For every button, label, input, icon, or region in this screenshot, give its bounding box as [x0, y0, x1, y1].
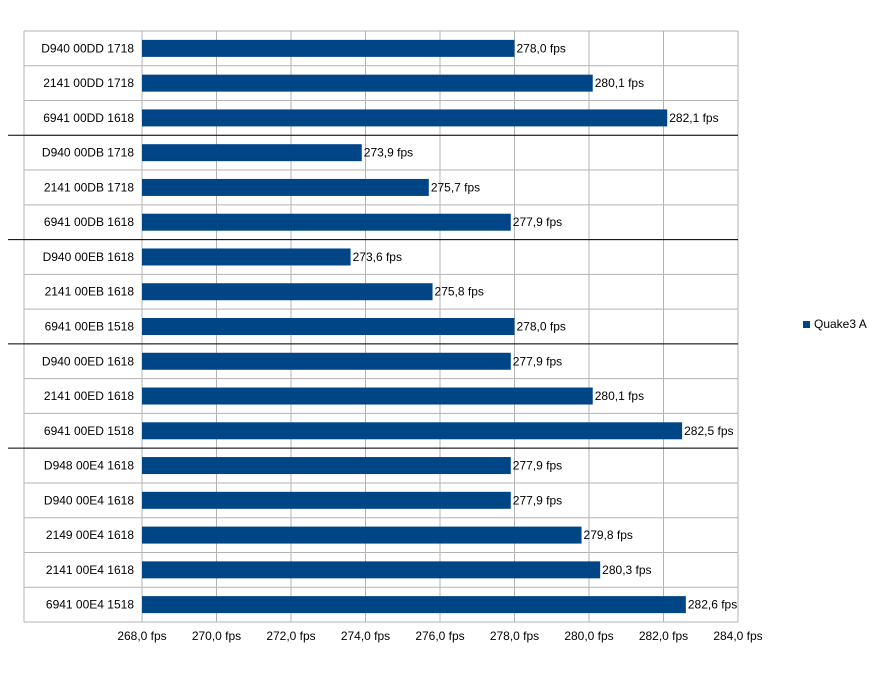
- value-label-9: 277,9 fps: [513, 354, 562, 368]
- value-label-12: 277,9 fps: [513, 459, 562, 473]
- value-label-15: 280,3 fps: [602, 563, 651, 577]
- bar-5: [142, 213, 511, 231]
- category-label-11: 6941 00ED 1518: [44, 424, 134, 438]
- category-label-15: 2141 00E4 1618: [46, 563, 134, 577]
- x-tick-label-3: 274,0 fps: [341, 629, 390, 643]
- legend-swatch: [803, 320, 810, 328]
- bar-0: [142, 39, 515, 57]
- category-label-2: 6941 00DD 1618: [43, 111, 134, 125]
- x-tick-label-5: 278,0 fps: [490, 629, 539, 643]
- bar-14: [142, 526, 582, 544]
- category-label-16: 6941 00E4 1518: [46, 598, 134, 612]
- value-label-13: 277,9 fps: [513, 493, 562, 507]
- legend: Quake3 A: [803, 317, 867, 331]
- x-axis-ticks: 268,0 fps 270,0 fps 272,0 fps 274,0 fps 276,…: [117, 629, 762, 643]
- value-label-11: 282,5 fps: [684, 424, 733, 438]
- x-tick-label-7: 282,0 fps: [639, 629, 688, 643]
- bar-11: [142, 422, 683, 440]
- bar-8: [142, 318, 515, 335]
- category-label-12: D948 00E4 1618: [44, 459, 134, 473]
- category-label-1: 2141 00DD 1718: [43, 76, 134, 90]
- value-label-4: 275,7 fps: [431, 180, 480, 194]
- value-label-7: 275,8 fps: [435, 285, 484, 299]
- bar-7: [142, 283, 433, 301]
- category-label-3: D940 00DB 1718: [42, 146, 134, 160]
- bar-15: [142, 561, 601, 579]
- value-label-3: 273,9 fps: [364, 146, 413, 160]
- category-label-9: D940 00ED 1618: [42, 354, 134, 368]
- x-tick-label-2: 272,0 fps: [266, 629, 315, 643]
- bar-9: [142, 352, 511, 370]
- category-label-7: 2141 00EB 1618: [45, 285, 135, 299]
- category-label-8: 6941 00EB 1518: [45, 320, 135, 334]
- category-label-13: D940 00E4 1618: [44, 493, 134, 507]
- bars: [142, 39, 686, 614]
- category-label-4: 2141 00DB 1718: [44, 180, 134, 194]
- value-label-10: 280,1 fps: [595, 389, 644, 403]
- value-label-6: 273,6 fps: [353, 250, 402, 264]
- value-label-2: 282,1 fps: [669, 111, 718, 125]
- group-separators: [8, 134, 738, 449]
- x-tick-label-4: 276,0 fps: [415, 629, 464, 643]
- category-label-6: D940 00EB 1618: [43, 250, 135, 264]
- bar-2: [142, 109, 668, 127]
- value-labels: 278,0 fps 280,1 fps 282,1 fps 273,9 fps 275,…: [353, 41, 738, 611]
- bar-13: [142, 491, 511, 509]
- legend-label: Quake3 A: [814, 317, 867, 331]
- value-label-8: 278,0 fps: [517, 320, 566, 334]
- x-tick-label-1: 270,0 fps: [192, 629, 241, 643]
- bar-3: [142, 144, 362, 162]
- bar-1: [142, 74, 593, 92]
- x-tick-label-8: 284,0 fps: [713, 629, 762, 643]
- category-label-5: 6941 00DB 1618: [44, 215, 134, 229]
- x-tick-label-0: 268,0 fps: [117, 629, 166, 643]
- bar-16: [142, 596, 686, 614]
- value-label-16: 282,6 fps: [688, 598, 737, 612]
- bar-10: [142, 387, 593, 405]
- value-label-14: 279,8 fps: [584, 528, 633, 542]
- bar-12: [142, 457, 511, 475]
- value-label-5: 277,9 fps: [513, 215, 562, 229]
- category-labels: D940 00DD 1718 2141 00DD 1718 6941 00DD 16…: [41, 41, 134, 611]
- value-label-1: 280,1 fps: [595, 76, 644, 90]
- bar-4: [142, 178, 429, 196]
- category-label-0: D940 00DD 1718: [41, 41, 134, 55]
- category-label-14: 2149 00E4 1618: [46, 528, 134, 542]
- x-tick-label-6: 280,0 fps: [564, 629, 613, 643]
- value-label-0: 278,0 fps: [517, 41, 566, 55]
- category-label-10: 2141 00ED 1618: [44, 389, 134, 403]
- bar-6: [142, 248, 351, 266]
